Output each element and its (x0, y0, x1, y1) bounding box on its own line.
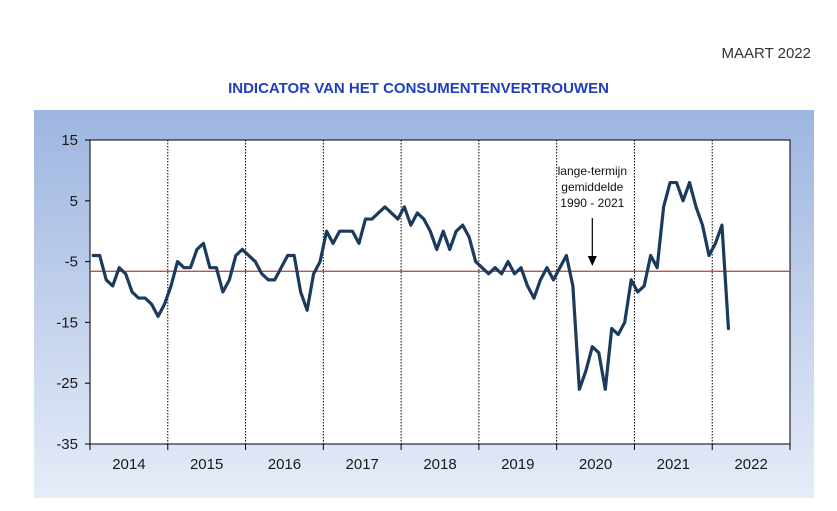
x-year-label: 2016 (268, 456, 301, 473)
x-year-label: 2017 (346, 456, 379, 473)
annotation-text: lange-termijn (558, 164, 627, 178)
y-tick-label: 15 (61, 132, 78, 149)
series-line (91, 180, 731, 391)
x-year-label: 2014 (112, 456, 145, 473)
annotation-text: gemiddelde (561, 180, 623, 194)
y-tick-label: -25 (56, 375, 78, 392)
y-tick-label: -15 (56, 314, 78, 331)
x-year-label: 2015 (190, 456, 223, 473)
y-tick-label: 5 (70, 193, 78, 210)
x-year-label: 2018 (423, 456, 456, 473)
report-date: MAART 2022 (721, 45, 812, 62)
x-year-label: 2022 (734, 456, 767, 473)
y-tick-label: -35 (56, 436, 78, 453)
x-year-label: 2020 (579, 456, 612, 473)
average-annotation: lange-termijn gemiddelde 1990 - 2021 (558, 164, 627, 266)
x-year-label: 2019 (501, 456, 534, 473)
annotation-text: 1990 - 2021 (560, 196, 624, 210)
plot-area (89, 139, 791, 445)
chart-title: INDICATOR VAN HET CONSUMENTENVERTROUWEN (228, 80, 609, 97)
x-year-label: 2021 (657, 456, 690, 473)
annotation-arrow-head (587, 256, 597, 266)
y-tick-label: -5 (65, 254, 78, 271)
